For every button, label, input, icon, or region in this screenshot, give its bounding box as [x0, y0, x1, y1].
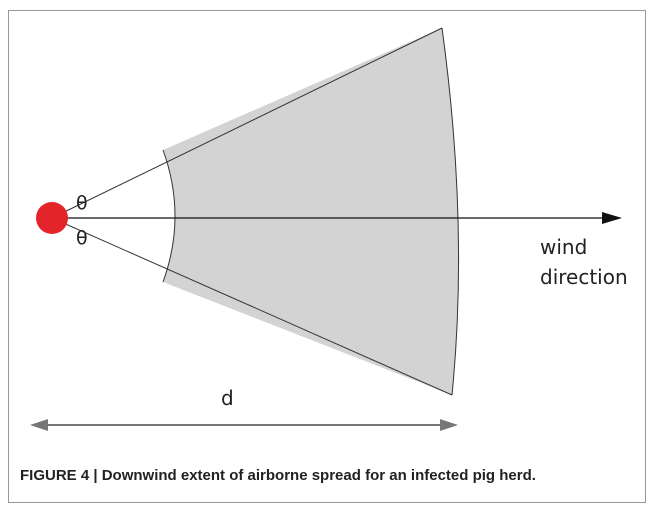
figure-frame: [8, 10, 646, 503]
wind-arrow-head: [602, 212, 622, 224]
angle-label: θ: [76, 192, 88, 214]
lower-edge: [51, 217, 453, 396]
spread-region: [163, 28, 459, 395]
inner-arc: [162, 149, 176, 283]
infected-herd: [36, 202, 68, 234]
angle-label: θ: [76, 227, 88, 249]
upper-edge: [51, 27, 443, 219]
figure-caption: FIGURE 4 | Downwind extent of airborne s…: [20, 467, 536, 484]
distance-label: d: [221, 386, 234, 410]
wind-label: wind: [540, 235, 587, 259]
distance-arrow-head: [440, 419, 458, 431]
distance-arrow-head: [30, 419, 48, 431]
wind-label: direction: [540, 265, 628, 289]
